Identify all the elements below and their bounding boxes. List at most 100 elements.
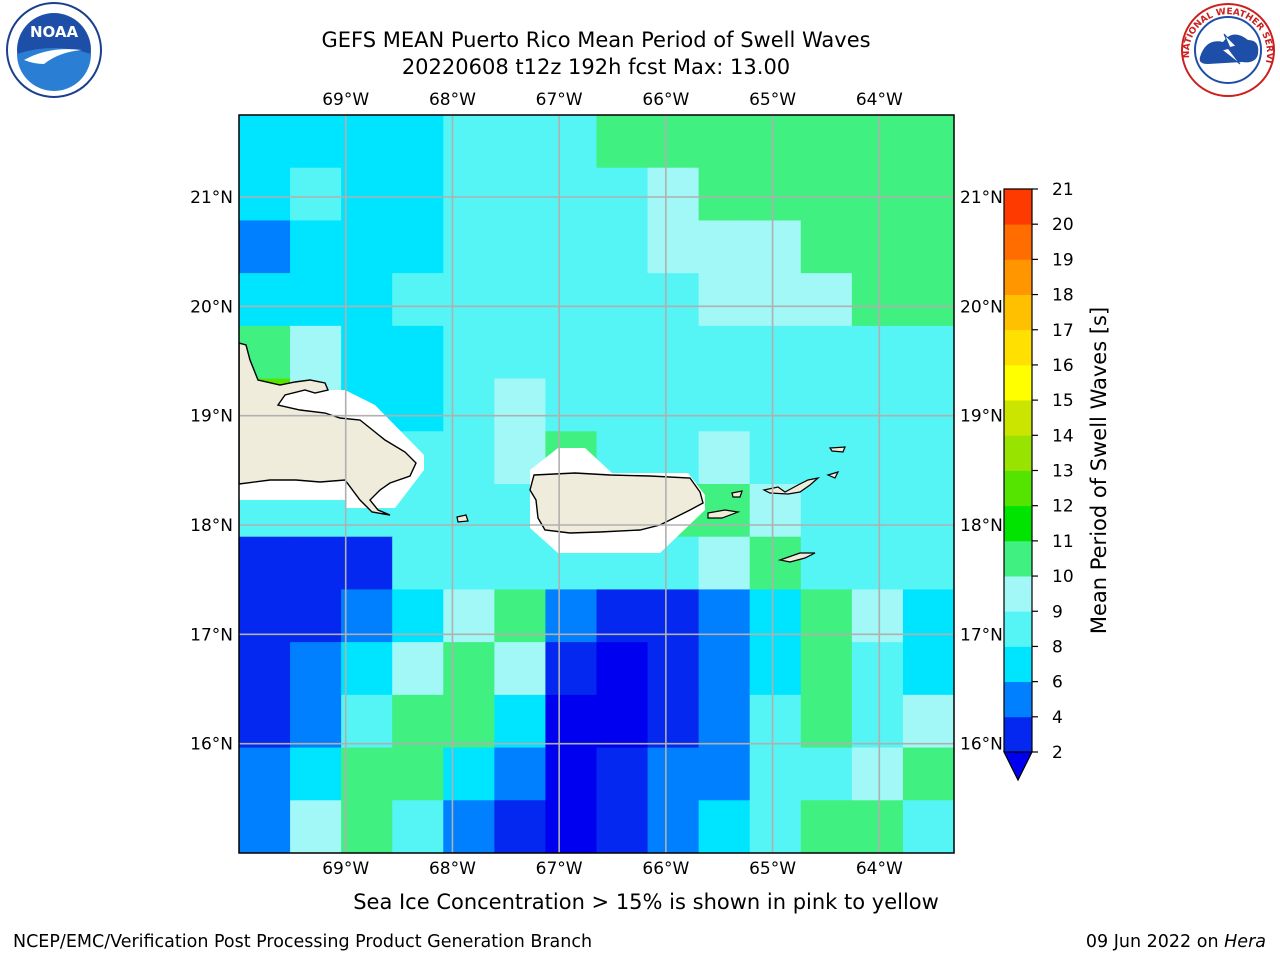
field-cell: [800, 325, 853, 380]
field-cell: [647, 115, 700, 169]
virgin-islands: [762, 476, 821, 495]
field-cell: [494, 800, 547, 853]
nws-logo: NATIONAL WEATHER SERVICE: [1178, 2, 1275, 97]
field-cell: [392, 536, 444, 591]
colorbar-tick-label: 17: [1052, 321, 1074, 341]
lon-tick-label-top: 68°W: [429, 90, 476, 110]
field-cell: [545, 642, 598, 696]
svg-text:NOAA: NOAA: [30, 23, 79, 41]
lat-tick-label-left: 21°N: [190, 188, 233, 208]
field-cell: [443, 325, 495, 380]
field-cell: [494, 642, 547, 696]
field-cell: [698, 325, 751, 380]
colorbar-segment: [1004, 470, 1032, 507]
field-cell: [902, 694, 954, 749]
field-cell: [596, 273, 649, 327]
field-cell: [596, 747, 649, 801]
colorbar-tick-label: 19: [1052, 250, 1074, 270]
field-cell: [851, 431, 904, 485]
lon-tick-label-top: 69°W: [322, 90, 369, 110]
field-cell: [341, 800, 393, 853]
vieques-island: [707, 509, 741, 519]
field-cell: [851, 800, 904, 853]
field-cell: [239, 642, 291, 696]
field-cell: [290, 642, 342, 696]
field-cell: [392, 220, 444, 274]
colorbar-tick-label: 10: [1052, 567, 1074, 587]
field-cell: [494, 536, 547, 591]
land-layer: [239, 342, 846, 563]
field-cell: [800, 378, 853, 432]
colorbar-tick-label: 18: [1052, 286, 1074, 306]
field-cell: [902, 747, 954, 801]
field-cell: [239, 220, 291, 274]
lat-tick-label-left: 18°N: [190, 516, 233, 536]
colorbar-tick-label: 21: [1052, 180, 1074, 200]
colorbar-segment: [1004, 364, 1032, 401]
field-cell: [443, 747, 495, 801]
colorbar-segment: [1004, 540, 1032, 577]
field-cell: [800, 642, 853, 696]
colorbar-segment: [1004, 259, 1032, 295]
lon-tick-label-bottom: 67°W: [536, 859, 583, 879]
field-cell: [290, 115, 342, 169]
field-cell: [341, 273, 393, 327]
field-cell: [341, 167, 393, 222]
sea-ice-caption: Sea Ice Concentration > 15% is shown in …: [353, 890, 939, 914]
lat-tick-label-left: 16°N: [190, 735, 233, 755]
colorbar-segment: [1004, 505, 1032, 542]
field-cell: [902, 431, 954, 485]
field-cell: [443, 378, 495, 432]
field-cell: [800, 800, 853, 853]
field-cell: [341, 325, 393, 380]
field-cell: [851, 115, 904, 169]
field-cell: [698, 536, 751, 591]
field-cell: [545, 325, 598, 380]
field-cell: [647, 325, 700, 380]
field-cell: [596, 642, 649, 696]
field-cell: [647, 378, 700, 432]
field-cell: [851, 484, 904, 538]
field-cell: [494, 747, 547, 801]
lon-tick-label-top: 65°W: [749, 90, 796, 110]
colorbar-tick-label: 15: [1052, 391, 1074, 411]
field-cell: [749, 167, 802, 222]
field-cell: [239, 167, 291, 222]
colorbar-segment: [1004, 716, 1032, 753]
field-cell: [443, 115, 495, 169]
field-cell: [698, 378, 751, 432]
lon-tick-label-bottom: 69°W: [322, 859, 369, 879]
sombrero-island: [826, 471, 840, 479]
footer-date: 09 Jun 2022 on Hera: [1086, 932, 1266, 952]
field-cell: [902, 484, 954, 538]
field-cell: [698, 273, 751, 327]
field-cell: [392, 167, 444, 222]
mona-island: [456, 514, 469, 523]
field-cell: [647, 167, 700, 222]
field-cell: [443, 431, 495, 485]
noaa-logo: NOAA: [6, 2, 102, 98]
chart-title: GEFS MEAN Puerto Rico Mean Period of Swe…: [321, 28, 871, 52]
field-cell: [443, 273, 495, 327]
field-cell: [341, 642, 393, 696]
map-frame: [238, 114, 955, 854]
field-cell: [494, 694, 547, 749]
field-cell: [494, 115, 547, 169]
field-cell: [698, 431, 751, 485]
map-axes: 69°W 69°W 68°W 68°W 67°W 67°W 66°W 66°W 65°W 65°W…: [190, 90, 1003, 879]
field-cell: [698, 115, 751, 169]
field-cell: [443, 536, 495, 591]
field-cell: [851, 747, 904, 801]
field-cell: [494, 273, 547, 327]
field-cell: [290, 536, 342, 591]
field-cell: [290, 800, 342, 853]
field-cell: [545, 167, 598, 222]
colorbar-segment: [1004, 646, 1032, 683]
field-cell: [800, 220, 853, 274]
colorbar-tick-label: 14: [1052, 426, 1074, 446]
colorbar-tick-label: 12: [1052, 497, 1074, 517]
lat-tick-label-right: 18°N: [960, 516, 1003, 536]
field-cell: [596, 694, 649, 749]
field-cell: [902, 378, 954, 432]
field-cell: [290, 220, 342, 274]
